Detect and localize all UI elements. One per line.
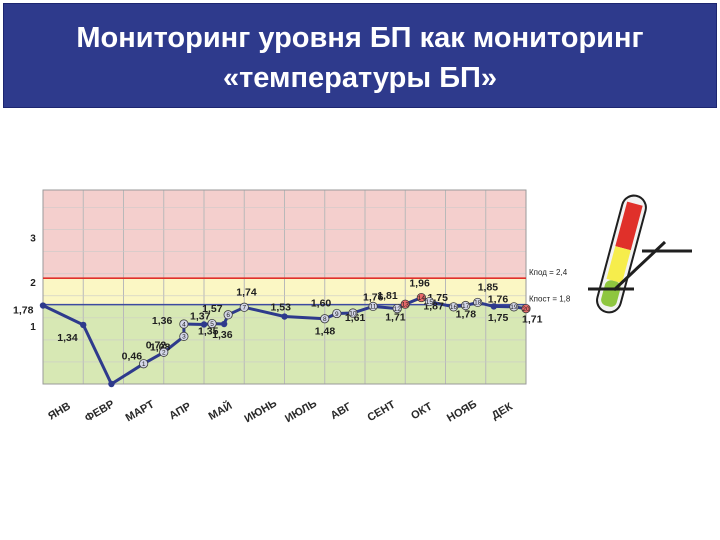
data-point xyxy=(400,299,410,309)
x-tick-label: СЕНТ xyxy=(366,399,398,425)
data-point-index: 8 xyxy=(323,316,327,323)
data-point xyxy=(139,359,149,369)
data-label: 1,36 xyxy=(152,315,173,327)
thermometer-red-zone xyxy=(615,201,643,251)
x-tick-label: ФЕВР xyxy=(83,398,117,424)
data-point-index: 7 xyxy=(242,305,246,312)
data-point xyxy=(490,303,497,310)
data-point-index: 16 xyxy=(450,304,458,311)
data-point xyxy=(392,304,402,314)
x-tick-label: НОЯБ xyxy=(445,398,479,425)
data-point xyxy=(80,321,87,329)
data-point xyxy=(179,319,189,329)
data-label: 1,81 xyxy=(377,290,398,302)
data-point xyxy=(521,304,531,314)
data-point-index: 2 xyxy=(162,350,166,357)
data-point-index: 20 xyxy=(522,306,530,313)
x-tick-label: АПР xyxy=(167,400,193,422)
title-banner: Мониторинг уровня БП как мониторинг «тем… xyxy=(3,3,717,108)
data-point-index: 11 xyxy=(370,304,377,311)
data-point-index: 13 xyxy=(402,301,410,308)
data-point xyxy=(200,321,208,328)
data-label: 1,76 xyxy=(488,293,509,305)
plot-frame xyxy=(42,189,527,385)
x-tick-label: МАРТ xyxy=(124,398,157,424)
data-label: 1,48 xyxy=(315,326,336,338)
data-point xyxy=(473,297,483,308)
x-tick-label: ДЕК xyxy=(490,401,515,422)
data-label: 1,71 xyxy=(522,314,543,326)
data-point-index: 15 xyxy=(426,299,434,306)
data-label: 1,71 xyxy=(385,312,406,324)
y-tick-label: 1 xyxy=(30,322,36,333)
data-point-index: 1 xyxy=(142,361,146,368)
data-point-index: 4 xyxy=(182,321,186,328)
data-label: 1,78 xyxy=(13,305,34,317)
data-point xyxy=(159,347,169,357)
data-point xyxy=(320,314,330,324)
x-tick-label: АВГ xyxy=(329,400,355,422)
thermometer-icon xyxy=(596,194,647,314)
data-point xyxy=(348,308,358,318)
y-tick-label: 3 xyxy=(30,234,36,245)
data-point-index: 10 xyxy=(349,310,357,317)
data-point xyxy=(223,310,233,320)
threshold-label: Кпод = 2,4 xyxy=(529,268,568,277)
x-tick-label: ОКТ xyxy=(409,401,435,423)
data-point-index: 6 xyxy=(226,312,230,319)
data-point-index: 18 xyxy=(474,300,482,307)
data-point xyxy=(108,380,115,388)
data-label: 1,35 xyxy=(198,325,219,337)
thermometer-yellow-zone xyxy=(606,246,631,284)
data-point-index: 19 xyxy=(510,304,518,311)
data-point xyxy=(424,296,434,307)
data-point xyxy=(368,301,378,311)
x-tick-label: ЯНВ xyxy=(46,400,73,422)
data-point xyxy=(281,313,288,320)
x-tick-label: ИЮЛЬ xyxy=(283,398,319,426)
y-tick-label: 2 xyxy=(30,278,36,289)
data-label: 1,36 xyxy=(212,329,233,341)
threshold-label: Кпост = 1,8 xyxy=(529,295,571,304)
x-tick-label: МАЙ xyxy=(206,399,234,423)
data-label: 0,72 xyxy=(146,339,167,351)
data-point xyxy=(461,300,471,311)
data-point xyxy=(207,318,217,329)
data-point xyxy=(39,302,47,309)
data-point-index: 3 xyxy=(182,334,186,341)
data-label: 1,76 xyxy=(363,291,384,303)
data-label: 0,46 xyxy=(122,351,143,363)
data-point-index: 12 xyxy=(394,306,402,313)
data-label: 1,57 xyxy=(202,303,223,315)
data-point xyxy=(332,308,342,319)
data-label: 1,96 xyxy=(409,278,430,290)
data-label: 1,53 xyxy=(271,302,292,314)
data-point xyxy=(416,292,426,303)
data-label: 1,34 xyxy=(57,332,78,344)
data-point-index: 5 xyxy=(210,321,214,328)
data-point-index: 14 xyxy=(418,295,426,302)
page-title: Мониторинг уровня БП как мониторинг «тем… xyxy=(4,18,716,98)
data-label: 1,75 xyxy=(488,312,509,324)
title-line-2: «температуры БП» xyxy=(222,62,498,94)
data-point xyxy=(448,302,459,312)
data-label: 1,37 xyxy=(190,311,211,323)
data-point xyxy=(239,302,249,312)
data-point xyxy=(179,331,189,341)
data-point-index: 17 xyxy=(462,303,470,310)
data-point-index: 9 xyxy=(335,311,339,318)
data-label: 1,78 xyxy=(456,309,477,321)
data-label: 1,74 xyxy=(236,286,257,298)
data-label: 1,85 xyxy=(478,281,499,293)
data-point xyxy=(220,320,228,328)
title-line-1: Мониторинг уровня БП как мониторинг xyxy=(76,22,644,54)
data-label: 1,60 xyxy=(311,297,332,309)
x-tick-label: ИЮНЬ xyxy=(243,397,279,425)
data-point xyxy=(509,302,519,312)
